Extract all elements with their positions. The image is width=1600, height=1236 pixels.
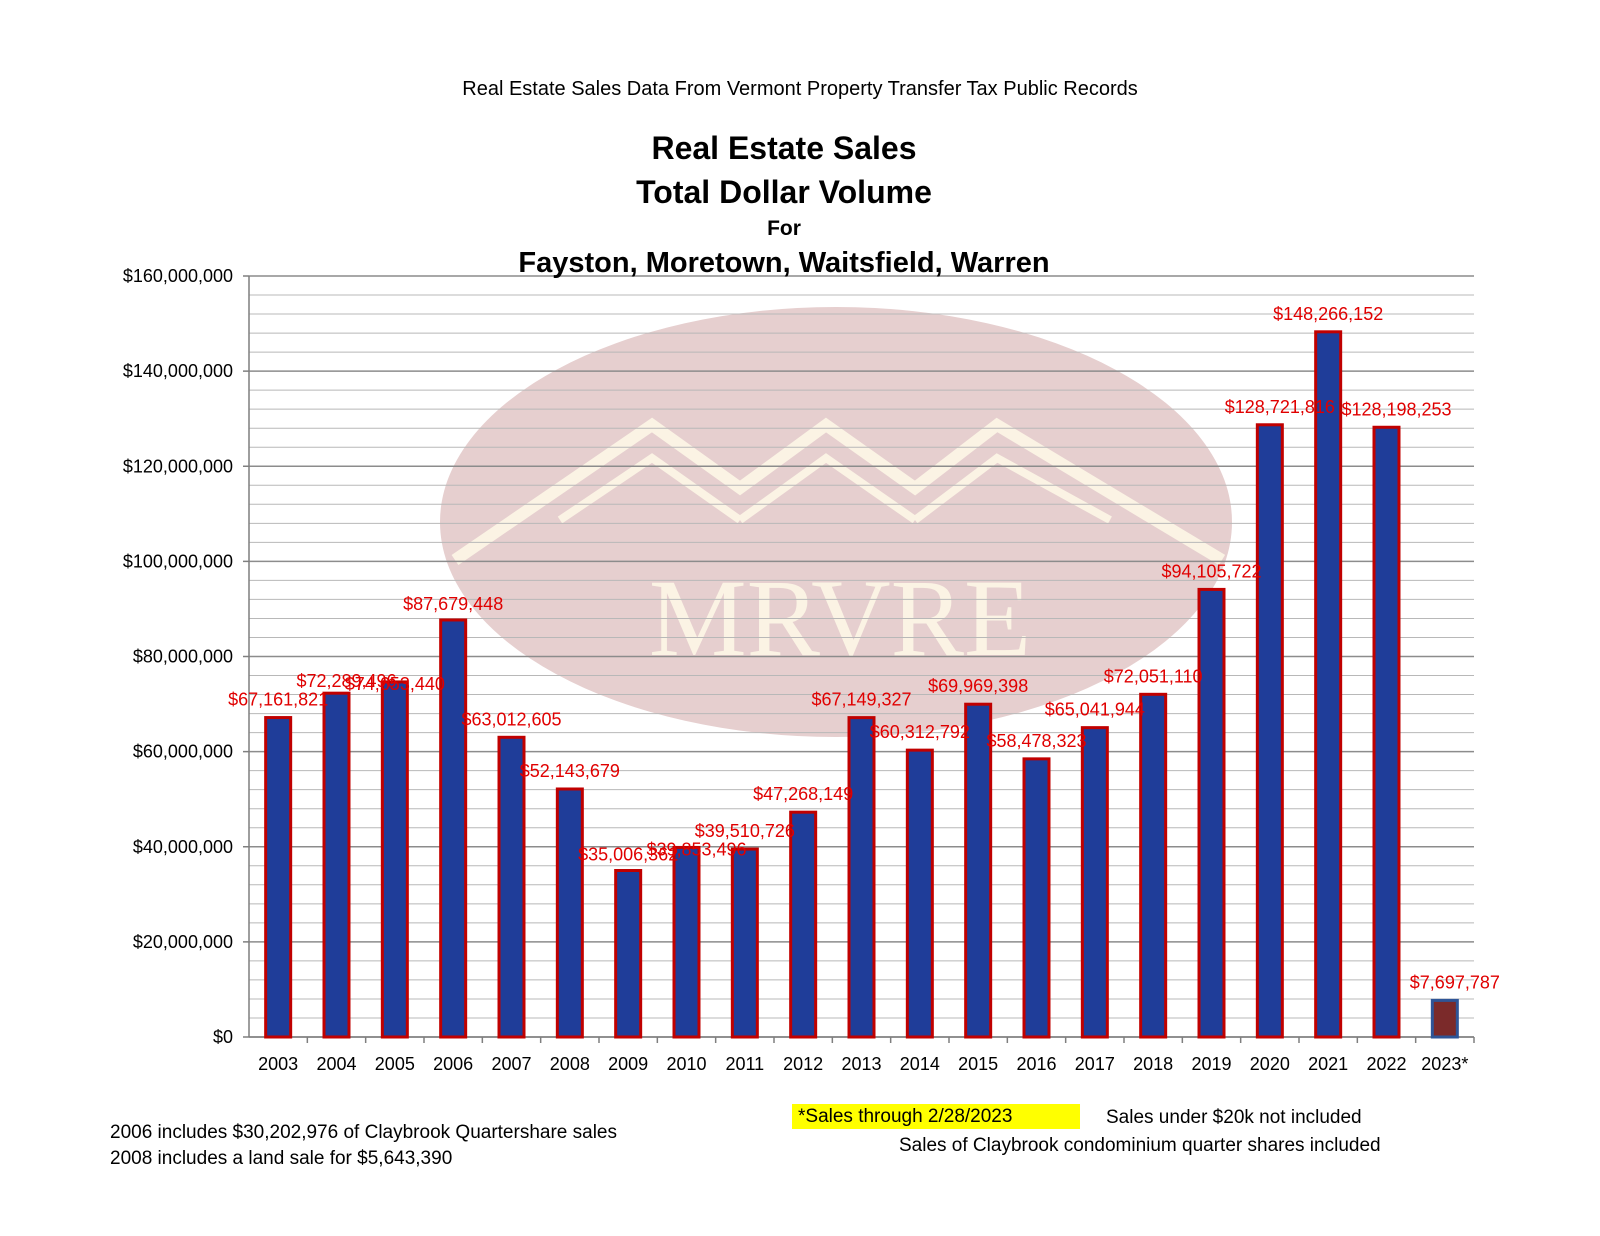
data-label: $65,041,944 bbox=[1045, 700, 1145, 720]
y-tick-label: $0 bbox=[213, 1027, 233, 1047]
chart-subtitle-3: Fayston, Moretown, Waitsfield, Warren bbox=[518, 247, 1050, 279]
bar-2007 bbox=[497, 735, 526, 1039]
x-tick-label: 2005 bbox=[375, 1054, 415, 1074]
x-tick-label: 2006 bbox=[433, 1054, 473, 1074]
data-label: $94,105,722 bbox=[1161, 561, 1261, 581]
highlight-note: *Sales through 2/28/2023 bbox=[792, 1104, 1081, 1129]
y-tick-label: $140,000,000 bbox=[123, 361, 233, 381]
bar-2022 bbox=[1372, 425, 1401, 1039]
data-label: $63,012,605 bbox=[461, 709, 561, 729]
bar-2018 bbox=[1139, 692, 1168, 1039]
data-label: $47,268,149 bbox=[753, 784, 853, 804]
sales-through-note: *Sales through 2/28/2023 bbox=[792, 1104, 1081, 1129]
bar-2004 bbox=[322, 691, 351, 1039]
data-label: $148,266,152 bbox=[1273, 304, 1383, 324]
x-tick-label: 2004 bbox=[316, 1054, 356, 1074]
bar-2023 bbox=[1430, 998, 1459, 1039]
chart-subtitle-1: Total Dollar Volume bbox=[636, 174, 932, 210]
data-label: $58,478,323 bbox=[986, 731, 1086, 751]
bar-2015 bbox=[964, 702, 993, 1039]
y-tick-label: $60,000,000 bbox=[133, 742, 233, 762]
data-label: $7,697,787 bbox=[1410, 972, 1500, 992]
data-label: $60,312,792 bbox=[870, 722, 970, 742]
x-tick-label: 2010 bbox=[666, 1054, 706, 1074]
y-tick-label: $100,000,000 bbox=[123, 551, 233, 571]
x-tick-label: 2018 bbox=[1133, 1054, 1173, 1074]
note-under-20k: Sales under $20k not included bbox=[1106, 1107, 1362, 1128]
bar-2011 bbox=[730, 847, 759, 1039]
data-label: $67,161,821 bbox=[228, 690, 328, 710]
x-tick-label: 2009 bbox=[608, 1054, 648, 1074]
x-tick-label: 2015 bbox=[958, 1054, 998, 1074]
x-tick-label: 2013 bbox=[841, 1054, 881, 1074]
data-label: $39,510,726 bbox=[695, 821, 795, 841]
data-label: $39,853,496 bbox=[646, 839, 746, 859]
x-tick-label: 2016 bbox=[1016, 1054, 1056, 1074]
bar-2006 bbox=[439, 618, 468, 1039]
data-label: $87,679,448 bbox=[403, 594, 503, 614]
bar-2005 bbox=[380, 680, 409, 1039]
data-label: $72,289,496 bbox=[296, 671, 396, 691]
data-label: $74,653,440 bbox=[345, 674, 445, 694]
x-tick-label: 2017 bbox=[1075, 1054, 1115, 1074]
data-label: $128,198,253 bbox=[1341, 399, 1451, 419]
x-tick-label: 2003 bbox=[258, 1054, 298, 1074]
source-line: Real Estate Sales Data From Vermont Prop… bbox=[462, 78, 1138, 100]
x-tick-label: 2012 bbox=[783, 1054, 823, 1074]
x-tick-label: 2011 bbox=[725, 1054, 764, 1074]
bar-2009 bbox=[614, 869, 643, 1039]
chart-subtitle-2: For bbox=[767, 217, 801, 240]
bar-2021 bbox=[1314, 330, 1343, 1039]
x-tick-label: 2007 bbox=[491, 1054, 531, 1074]
bar-2003 bbox=[264, 716, 293, 1039]
bar-2020 bbox=[1255, 423, 1284, 1039]
x-tick-label: 2019 bbox=[1191, 1054, 1231, 1074]
bar-2019 bbox=[1197, 587, 1226, 1039]
data-label: $128,721,816 bbox=[1225, 397, 1335, 417]
y-tick-label: $20,000,000 bbox=[133, 932, 233, 952]
y-tick-label: $40,000,000 bbox=[133, 837, 233, 857]
data-label: $35,006,362 bbox=[578, 845, 678, 865]
y-tick-label: $80,000,000 bbox=[133, 647, 233, 667]
x-tick-label: 2008 bbox=[550, 1054, 590, 1074]
footnote-2008: 2008 includes a land sale for $5,643,390 bbox=[110, 1148, 453, 1169]
data-label: $72,051,110 bbox=[1104, 666, 1203, 686]
data-label: $67,149,327 bbox=[811, 690, 911, 710]
x-tick-label: 2020 bbox=[1250, 1054, 1290, 1074]
footnote-2006: 2006 includes $30,202,976 of Claybrook Q… bbox=[110, 1122, 617, 1143]
x-tick-label: 2022 bbox=[1366, 1054, 1406, 1074]
x-tick-label: 2014 bbox=[900, 1054, 940, 1074]
bar-2012 bbox=[789, 810, 818, 1039]
bar-2017 bbox=[1080, 726, 1109, 1039]
y-tick-label: $120,000,000 bbox=[123, 456, 233, 476]
chart-title: Real Estate Sales bbox=[651, 130, 917, 166]
bar-2016 bbox=[1022, 757, 1051, 1039]
bar-2008 bbox=[555, 787, 584, 1039]
bar-2013 bbox=[847, 716, 876, 1039]
data-label: $52,143,679 bbox=[520, 761, 620, 781]
x-tick-label: 2023* bbox=[1421, 1054, 1468, 1074]
x-tick-label: 2021 bbox=[1308, 1054, 1348, 1074]
y-tick-label: $160,000,000 bbox=[123, 266, 233, 286]
bar-2010 bbox=[672, 845, 701, 1039]
note-claybrook: Sales of Claybrook condominium quarter s… bbox=[899, 1135, 1381, 1156]
data-label: $69,969,398 bbox=[928, 676, 1028, 696]
bar-2014 bbox=[905, 748, 934, 1039]
